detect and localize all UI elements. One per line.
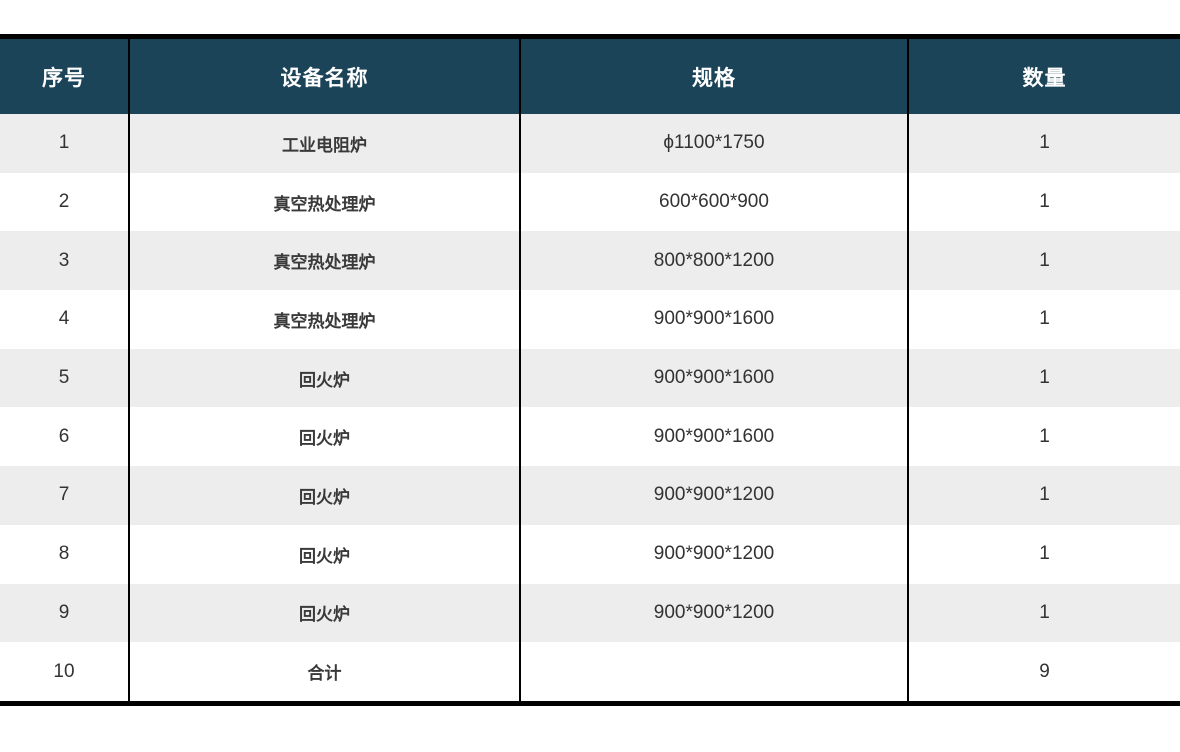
cell-spec	[519, 642, 908, 701]
equipment-table-container: 序号 设备名称 规格 数量 1 工业电阻炉 ϕ1100*1750 1 2 真空热处理炉 60…	[0, 34, 1180, 706]
equipment-table: 序号 设备名称 规格 数量 1 工业电阻炉 ϕ1100*1750 1 2 真空热处理炉 60…	[0, 39, 1180, 701]
cell-spec: 800*800*1200	[519, 231, 908, 291]
table-row: 1 工业电阻炉 ϕ1100*1750 1	[0, 114, 1180, 173]
column-header-no: 序号	[0, 39, 129, 114]
cell-spec: 900*900*1600	[519, 290, 908, 349]
table-row: 5 回火炉 900*900*1600 1	[0, 348, 1180, 408]
cell-qty: 1	[907, 231, 1180, 291]
cell-qty: 9	[907, 642, 1180, 701]
cell-no: 8	[0, 524, 129, 584]
table-row: 9 回火炉 900*900*1200 1	[0, 583, 1180, 643]
cell-spec: ϕ1100*1750	[519, 114, 908, 173]
cell-spec: 600*600*900	[519, 172, 908, 232]
cell-qty: 1	[907, 407, 1180, 467]
cell-name: 工业电阻炉	[128, 114, 520, 173]
cell-no: 2	[0, 172, 129, 232]
cell-name: 真空热处理炉	[128, 231, 520, 291]
cell-spec: 900*900*1600	[519, 348, 908, 408]
cell-qty: 1	[907, 114, 1180, 173]
cell-qty: 1	[907, 524, 1180, 584]
table-row: 2 真空热处理炉 600*600*900 1	[0, 172, 1180, 232]
cell-no: 5	[0, 348, 129, 408]
table-body: 1 工业电阻炉 ϕ1100*1750 1 2 真空热处理炉 600*600*900 1 3 真空热…	[0, 114, 1180, 701]
cell-name: 回火炉	[128, 407, 520, 467]
page: 序号 设备名称 规格 数量 1 工业电阻炉 ϕ1100*1750 1 2 真空热处理炉 60…	[0, 34, 1180, 752]
cell-name: 回火炉	[128, 466, 520, 525]
cell-no: 9	[0, 583, 129, 643]
cell-no: 10	[0, 642, 129, 701]
cell-name: 真空热处理炉	[128, 172, 520, 232]
cell-name: 回火炉	[128, 583, 520, 643]
column-header-spec: 规格	[519, 39, 908, 114]
cell-no: 4	[0, 290, 129, 349]
table-row: 10 合计 9	[0, 642, 1180, 701]
cell-qty: 1	[907, 583, 1180, 643]
column-header-name: 设备名称	[128, 39, 520, 114]
cell-spec: 900*900*1200	[519, 583, 908, 643]
table-header: 序号 设备名称 规格 数量	[0, 39, 1180, 114]
cell-name: 真空热处理炉	[128, 290, 520, 349]
cell-qty: 1	[907, 172, 1180, 232]
cell-name: 回火炉	[128, 348, 520, 408]
cell-qty: 1	[907, 466, 1180, 525]
cell-qty: 1	[907, 348, 1180, 408]
cell-no: 6	[0, 407, 129, 467]
cell-no: 3	[0, 231, 129, 291]
cell-name: 合计	[128, 642, 520, 701]
cell-no: 7	[0, 466, 129, 525]
table-row: 3 真空热处理炉 800*800*1200 1	[0, 231, 1180, 291]
column-header-qty: 数量	[907, 39, 1180, 114]
cell-qty: 1	[907, 290, 1180, 349]
cell-no: 1	[0, 114, 129, 173]
table-row: 4 真空热处理炉 900*900*1600 1	[0, 290, 1180, 349]
cell-spec: 900*900*1200	[519, 466, 908, 525]
header-row: 序号 设备名称 规格 数量	[0, 39, 1180, 114]
table-row: 6 回火炉 900*900*1600 1	[0, 407, 1180, 467]
table-row: 8 回火炉 900*900*1200 1	[0, 524, 1180, 584]
cell-spec: 900*900*1600	[519, 407, 908, 467]
cell-name: 回火炉	[128, 524, 520, 584]
table-row: 7 回火炉 900*900*1200 1	[0, 466, 1180, 525]
cell-spec: 900*900*1200	[519, 524, 908, 584]
